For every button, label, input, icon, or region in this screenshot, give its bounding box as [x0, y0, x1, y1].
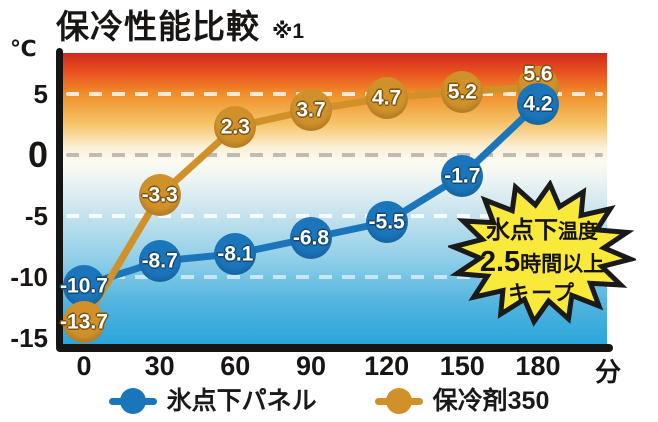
legend-item-0: 氷点下パネル: [108, 386, 317, 415]
data-point-label: 5.2: [447, 80, 477, 104]
starburst-badge-text: 氷点下温度 2.5時間以上 キープ: [448, 217, 636, 305]
data-point-label: 5.6: [523, 62, 553, 86]
x-axis-line: [56, 344, 613, 352]
data-point-label: 2.3: [220, 115, 250, 139]
data-point-marker: [214, 232, 257, 275]
y-tick-label--10: -10: [10, 262, 48, 292]
data-point-marker: [63, 301, 105, 344]
x-tick-label-0: 0: [76, 351, 92, 381]
badge-line1: 氷点下温度: [486, 217, 598, 244]
legend-label: 氷点下パネル: [166, 386, 317, 415]
y-axis-line: [56, 48, 63, 349]
chart-legend: 氷点下パネル 保冷剤350: [0, 387, 658, 415]
data-point-marker: [441, 70, 484, 113]
legend-label: 保冷剤350: [432, 386, 550, 415]
data-point-label: -13.7: [60, 310, 108, 334]
x-tick-label-150: 150: [439, 351, 485, 381]
data-point-label: -10.7: [60, 274, 108, 298]
legend-marker-icon: [374, 387, 423, 415]
data-point-label: -6.8: [292, 226, 330, 250]
y-tick-label-5: 5: [33, 79, 48, 109]
data-point-marker: [441, 154, 484, 197]
data-point-label: 4.2: [523, 92, 553, 116]
data-point-marker: [289, 88, 332, 131]
data-point-marker: [138, 174, 181, 217]
chart-title-footnote: ※1: [272, 20, 305, 43]
legend-dot: [385, 388, 412, 414]
gridline--5: [66, 214, 603, 218]
x-tick-label-120: 120: [364, 351, 410, 381]
x-tick-label-90: 90: [295, 351, 326, 381]
data-point-marker: [365, 76, 408, 119]
legend-item-1: 保冷剤350: [374, 386, 550, 415]
data-point-marker: [516, 82, 559, 125]
page-title: 保冷性能比較 ※1: [56, 0, 304, 48]
x-tick-label-60: 60: [220, 351, 251, 381]
data-point-marker: [214, 105, 257, 148]
y-tick-label--15: -15: [10, 323, 48, 353]
gridline--10: [66, 275, 603, 279]
badge-line3: キープ: [508, 282, 576, 305]
legend-marker-icon: [108, 387, 157, 415]
data-point-label: 4.7: [372, 86, 402, 110]
data-point-marker: [63, 264, 105, 307]
data-point-marker: [365, 201, 408, 244]
gridline-5: [66, 92, 603, 96]
starburst-badge: [448, 180, 636, 327]
data-point-label: -3.3: [141, 183, 178, 207]
data-point-label: -8.7: [141, 249, 178, 273]
legend-dot: [119, 388, 146, 414]
y-tick-label-0: 0: [27, 134, 48, 175]
x-tick-label-30: 30: [144, 351, 175, 381]
data-point-label: -5.5: [368, 210, 405, 234]
data-point-label: -8.1: [217, 242, 254, 266]
y-axis-unit-label: ℃: [10, 36, 37, 61]
chart-title: 保冷性能比較: [56, 8, 260, 45]
data-point-marker: [289, 216, 332, 259]
y-tick-label--5: -5: [24, 201, 48, 231]
starburst-shape: [448, 180, 636, 327]
x-axis-unit-label: 分: [595, 357, 622, 387]
data-point-marker: [138, 240, 181, 283]
x-tick-label-180: 180: [515, 351, 561, 381]
data-point-label: -1.7: [444, 164, 481, 188]
badge-line2: 2.5時間以上: [479, 246, 605, 278]
data-point-label: 3.7: [296, 98, 326, 122]
gridline-0: [66, 153, 603, 157]
